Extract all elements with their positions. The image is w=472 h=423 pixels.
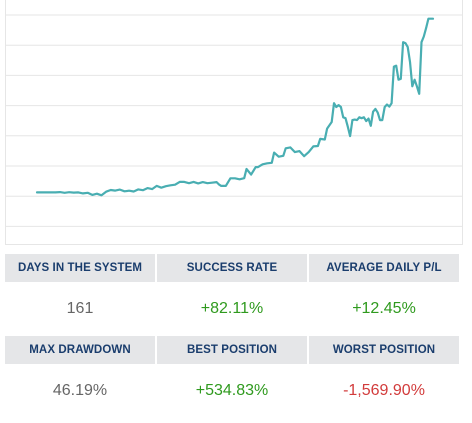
- performance-chart-svg: [6, 14, 462, 227]
- performance-chart: [5, 0, 463, 245]
- max-drawdown-label: MAX DRAWDOWN: [5, 336, 155, 364]
- best-position-label: BEST POSITION: [157, 336, 307, 364]
- average-daily-pl-value: +12.45%: [352, 300, 416, 317]
- max-drawdown-value: 46.19%: [52, 382, 108, 399]
- success-rate-value: +82.11%: [200, 300, 264, 317]
- days-in-system-label: DAYS IN THE SYSTEM: [5, 254, 155, 282]
- worst-position-label: WORST POSITION: [309, 336, 459, 364]
- success-rate-label: SUCCESS RATE: [157, 254, 307, 282]
- worst-position-value: -1,569.90%: [343, 382, 425, 399]
- performance-series-line: [35, 17, 435, 197]
- chart-gridlines: [6, 14, 462, 227]
- days-in-system-value: 161: [66, 300, 94, 317]
- average-daily-pl-label: AVERAGE DAILY P/L: [309, 254, 459, 282]
- best-position-value: +534.83%: [195, 382, 269, 399]
- stats-grid: DAYS IN THE SYSTEM SUCCESS RATE AVERAGE …: [5, 254, 459, 418]
